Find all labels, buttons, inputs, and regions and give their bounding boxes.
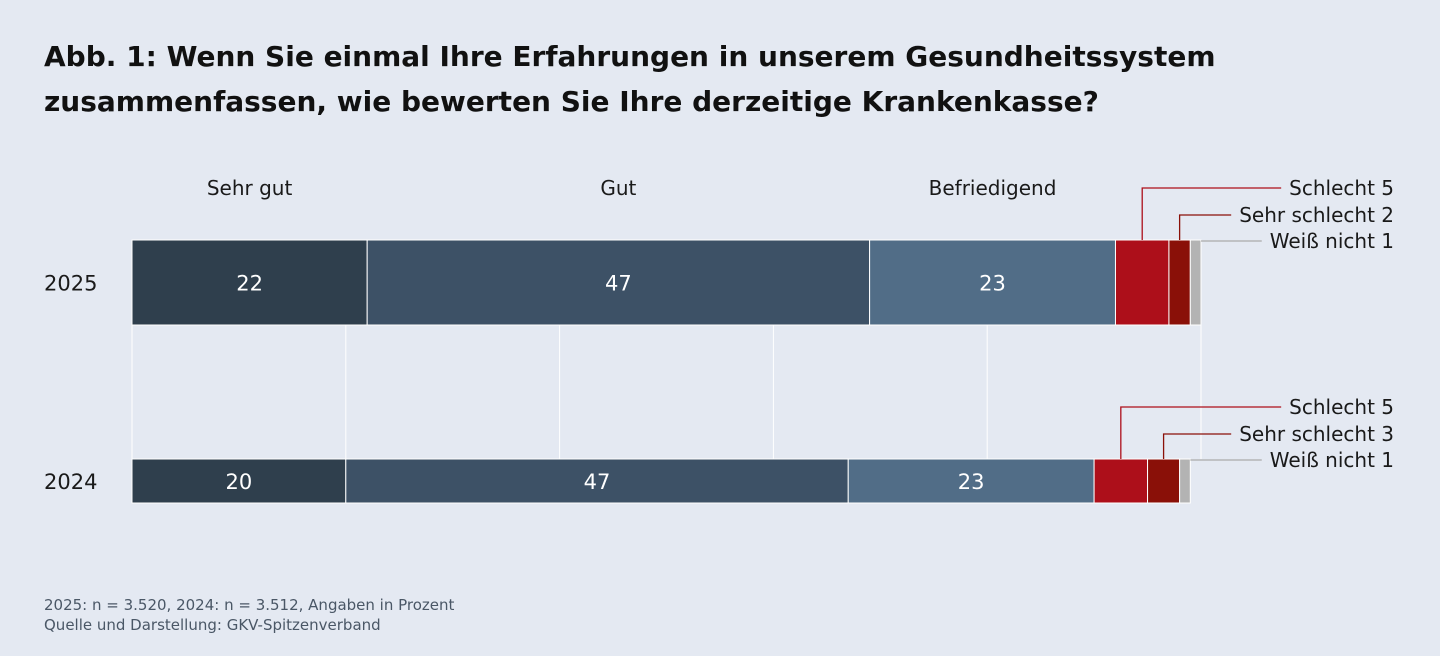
bar-segment bbox=[131, 458, 347, 504]
series-label: Befriedigend bbox=[929, 176, 1057, 200]
chart-footer: 2025: n = 3.520, 2024: n = 3.512, Angabe… bbox=[44, 595, 454, 635]
callout-line bbox=[1162, 433, 1232, 459]
category-label: 2025 bbox=[44, 272, 97, 296]
data-label: 23 bbox=[958, 470, 985, 494]
chart-title: Abb. 1: Wenn Sie einmal Ihre Erfahrungen… bbox=[44, 40, 1216, 118]
callout-label: Weiß nicht 1 bbox=[1270, 229, 1394, 253]
data-label: 47 bbox=[605, 272, 632, 296]
sample-size-note: 2025: n = 3.520, 2024: n = 3.512, Angabe… bbox=[44, 596, 455, 614]
callout-line bbox=[1120, 406, 1282, 459]
source-note: Quelle und Darstellung: GKV-Spitzenverba… bbox=[44, 616, 381, 634]
data-label: 23 bbox=[979, 272, 1006, 296]
callout-label: Schlecht 5 bbox=[1289, 395, 1394, 419]
bar-segment bbox=[1179, 458, 1191, 504]
callout-label: Sehr schlecht 2 bbox=[1239, 203, 1394, 227]
callout-label: Schlecht 5 bbox=[1289, 176, 1394, 200]
data-label: 47 bbox=[584, 470, 611, 494]
bar-segment bbox=[366, 239, 871, 326]
series-label: Sehr gut bbox=[207, 176, 293, 200]
bar-segment bbox=[1114, 239, 1170, 326]
series-label: Gut bbox=[600, 176, 636, 200]
data-label: 22 bbox=[236, 272, 263, 296]
bar-segment bbox=[345, 458, 849, 504]
callout-line bbox=[1141, 187, 1282, 240]
category-label: 2024 bbox=[44, 470, 97, 494]
data-label: 20 bbox=[226, 470, 253, 494]
callout-line bbox=[1178, 214, 1232, 240]
bar-segment bbox=[847, 458, 1095, 504]
bar-segment bbox=[1168, 239, 1191, 326]
callout-label: Weiß nicht 1 bbox=[1270, 448, 1394, 472]
bar-segment bbox=[131, 239, 368, 326]
bar-segment bbox=[869, 239, 1116, 326]
bar-segment bbox=[1189, 239, 1202, 326]
bar-segment bbox=[1147, 458, 1181, 504]
callout-label: Sehr schlecht 3 bbox=[1239, 422, 1394, 446]
bar-segment bbox=[1093, 458, 1149, 504]
